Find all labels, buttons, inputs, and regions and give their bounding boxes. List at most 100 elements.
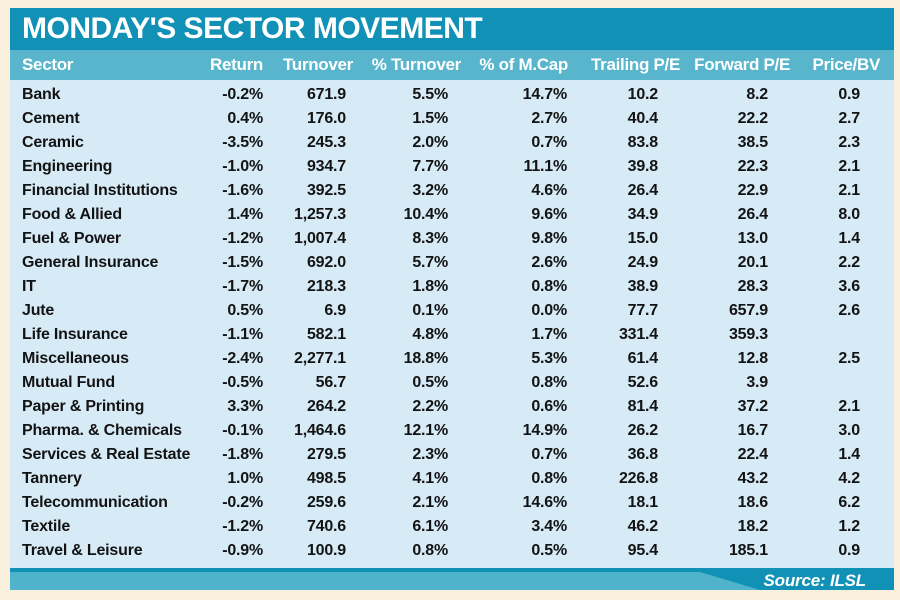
column-header-trailing-pe: Trailing P/E — [591, 55, 680, 74]
cell-turnover: 6.9 — [324, 302, 346, 319]
cell-trailing-pe: 39.8 — [627, 158, 659, 175]
cell-turnover: 1,257.3 — [294, 206, 346, 223]
cell-sector: Travel & Leisure — [22, 542, 143, 559]
cell-pct-mcap: 0.7% — [531, 446, 567, 463]
cell-return: -1.6% — [222, 182, 263, 199]
cell-sector: Tannery — [22, 470, 82, 487]
cell-turnover: 934.7 — [306, 158, 346, 175]
cell-forward-pe: 37.2 — [737, 398, 769, 415]
cell-trailing-pe: 61.4 — [627, 350, 659, 367]
cell-price-bv: 2.3 — [838, 134, 860, 151]
page-title: MONDAY'S SECTOR MOVEMENT — [22, 12, 483, 45]
source-label: Source: ILSL — [763, 571, 867, 590]
cell-price-bv: 4.2 — [838, 470, 860, 487]
cell-forward-pe: 18.2 — [737, 518, 769, 535]
cell-pct-turnover: 0.5% — [412, 374, 448, 391]
cell-turnover: 1,464.6 — [294, 422, 346, 439]
cell-price-bv — [790, 371, 880, 395]
cell-pct-mcap: 14.7% — [522, 86, 568, 103]
cell-trailing-pe: 226.8 — [618, 470, 658, 487]
cell-pct-turnover: 5.5% — [412, 86, 448, 103]
cell-forward-pe: 38.5 — [737, 134, 769, 151]
table-row: Mutual Fund -0.5% 56.7 0.5% 0.8% 52.6 3.9 — [10, 371, 894, 395]
cell-sector: Services & Real Estate — [22, 446, 191, 463]
cell-sector: Cement — [22, 110, 80, 127]
cell-return: -1.1% — [222, 326, 263, 343]
cell-trailing-pe: 18.1 — [627, 494, 659, 511]
cell-forward-pe: 185.1 — [728, 542, 768, 559]
cell-return: -1.7% — [222, 278, 263, 295]
cell-pct-mcap: 14.6% — [522, 494, 568, 511]
cell-trailing-pe: 77.7 — [627, 302, 659, 319]
cell-turnover: 245.3 — [306, 134, 346, 151]
cell-turnover: 582.1 — [306, 326, 346, 343]
cell-forward-pe: 22.3 — [737, 158, 769, 175]
cell-sector: General Insurance — [22, 254, 159, 271]
cell-return: -1.2% — [222, 518, 263, 535]
cell-pct-turnover: 0.8% — [412, 542, 448, 559]
cell-price-bv: 0.9 — [838, 86, 860, 103]
cell-pct-turnover: 4.1% — [412, 470, 448, 487]
cell-price-bv: 2.1 — [838, 182, 860, 199]
cell-sector: Engineering — [22, 158, 113, 175]
column-header-sector: Sector — [22, 55, 74, 74]
cell-return: 0.4% — [227, 110, 263, 127]
table-row: IT -1.7% 218.3 1.8% 0.8% 38.9 28.3 3.6 — [10, 275, 894, 299]
cell-sector: Miscellaneous — [22, 350, 129, 367]
cell-pct-turnover: 2.0% — [412, 134, 448, 151]
cell-forward-pe: 8.2 — [746, 86, 768, 103]
cell-forward-pe: 43.2 — [737, 470, 769, 487]
cell-pct-mcap: 0.6% — [531, 398, 567, 415]
table-row: Paper & Printing 3.3% 264.2 2.2% 0.6% 81.4 37.… — [10, 395, 894, 419]
cell-price-bv: 2.1 — [838, 398, 860, 415]
cell-return: -1.0% — [222, 158, 263, 175]
cell-trailing-pe: 46.2 — [627, 518, 659, 535]
cell-trailing-pe: 36.8 — [627, 446, 659, 463]
cell-turnover: 498.5 — [306, 470, 346, 487]
cell-return: 0.5% — [227, 302, 263, 319]
table-row: Textile -1.2% 740.6 6.1% 3.4% 46.2 18.2 1.2 — [10, 515, 894, 539]
cell-pct-mcap: 14.9% — [522, 422, 568, 439]
table-row: Pharma. & Chemicals -0.1% 1,464.6 12.1% 14.9… — [10, 419, 894, 443]
cell-pct-mcap: 4.6% — [531, 182, 567, 199]
cell-forward-pe: 657.9 — [728, 302, 768, 319]
cell-price-bv: 1.4 — [838, 230, 860, 247]
cell-pct-mcap: 0.5% — [531, 542, 567, 559]
cell-pct-turnover: 18.8% — [403, 350, 449, 367]
cell-pct-turnover: 12.1% — [403, 422, 449, 439]
cell-pct-turnover: 0.1% — [412, 302, 448, 319]
column-header-pct-mcap: % of M.Cap — [479, 55, 568, 74]
cell-trailing-pe: 52.6 — [627, 374, 659, 391]
cell-return: 1.4% — [227, 206, 263, 223]
cell-pct-mcap: 5.3% — [531, 350, 567, 367]
cell-sector: Pharma. & Chemicals — [22, 422, 182, 439]
cell-pct-turnover: 10.4% — [403, 206, 449, 223]
cell-sector: Mutual Fund — [22, 374, 115, 391]
cell-price-bv: 0.9 — [838, 542, 860, 559]
cell-pct-mcap: 0.8% — [531, 470, 567, 487]
cell-return: -1.8% — [222, 446, 263, 463]
cell-turnover: 259.6 — [306, 494, 346, 511]
cell-return: -0.1% — [222, 422, 263, 439]
cell-pct-turnover: 2.3% — [412, 446, 448, 463]
cell-turnover: 2,277.1 — [294, 350, 346, 367]
cell-forward-pe: 3.9 — [746, 374, 768, 391]
cell-pct-turnover: 1.8% — [412, 278, 448, 295]
cell-pct-mcap: 2.6% — [531, 254, 567, 271]
cell-trailing-pe: 40.4 — [627, 110, 659, 127]
table-row: Services & Real Estate -1.8% 279.5 2.3% 0.7%… — [10, 443, 894, 467]
cell-price-bv: 3.6 — [838, 278, 860, 295]
column-header-return: Return — [210, 55, 263, 74]
cell-pct-turnover: 6.1% — [412, 518, 448, 535]
column-header-forward-pe: Forward P/E — [694, 55, 790, 74]
footer-accent-shape — [10, 572, 760, 590]
column-header-turnover: Turnover — [282, 55, 353, 74]
column-header-pct-turnover: % Turnover — [371, 55, 462, 74]
cell-turnover: 100.9 — [306, 542, 346, 559]
cell-sector: IT — [22, 278, 36, 295]
cell-return: 3.3% — [227, 398, 263, 415]
table-row: General Insurance -1.5% 692.0 5.7% 2.6% 24.9 2… — [10, 251, 894, 275]
title-bar: MONDAY'S SECTOR MOVEMENT — [10, 8, 894, 50]
cell-price-bv — [790, 323, 880, 347]
cell-trailing-pe: 95.4 — [627, 542, 659, 559]
